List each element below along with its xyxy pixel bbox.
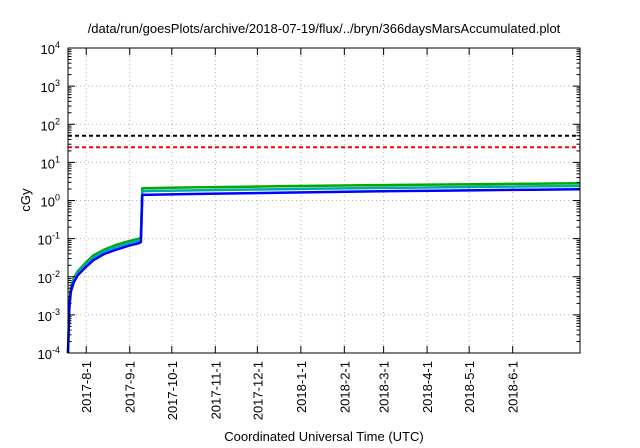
chart-title: /data/run/goesPlots/archive/2018-07-19/f… — [88, 21, 561, 36]
x-tick-label: 2017-12-1 — [250, 361, 265, 420]
y-axis-label: cGy — [18, 188, 33, 212]
y-tick-label: 104 — [41, 40, 60, 57]
x-axis-label: Coordinated Universal Time (UTC) — [224, 429, 423, 444]
x-tick-label: 2018-2-1 — [337, 361, 352, 413]
x-tick-label: 2018-5-1 — [462, 361, 477, 413]
x-tick-label: 2018-4-1 — [420, 361, 435, 413]
y-tick-label: 101 — [41, 154, 60, 171]
y-tick-label: 100 — [41, 193, 60, 210]
series-line — [66, 182, 581, 354]
x-axis-ticks: 2017-8-1 2017-9-1 2017-10-1 2017-11-1 2017-1… — [79, 48, 521, 420]
x-tick-label: 2018-6-1 — [506, 361, 521, 413]
series-line — [66, 184, 581, 354]
x-tick-label: 2017-11-1 — [208, 361, 223, 419]
x-tick-label: 2017-9-1 — [123, 361, 138, 413]
x-tick-label: 2017-8-1 — [79, 361, 94, 413]
y-tick-label: 10-4 — [38, 345, 60, 362]
y-tick-label: 102 — [41, 116, 60, 133]
reference-lines — [68, 134, 580, 149]
grid — [68, 48, 580, 353]
y-tick-label: 10-2 — [38, 269, 60, 286]
series-group — [66, 182, 581, 354]
x-tick-label: 2018-1-1 — [294, 361, 309, 413]
y-tick-label: 103 — [41, 78, 60, 95]
x-tick-label: 2017-10-1 — [165, 361, 180, 420]
y-tick-label: 10-1 — [38, 231, 60, 248]
y-tick-label: 10-3 — [38, 307, 60, 324]
x-tick-label: 2018-3-1 — [377, 361, 392, 413]
series-line — [66, 188, 581, 354]
